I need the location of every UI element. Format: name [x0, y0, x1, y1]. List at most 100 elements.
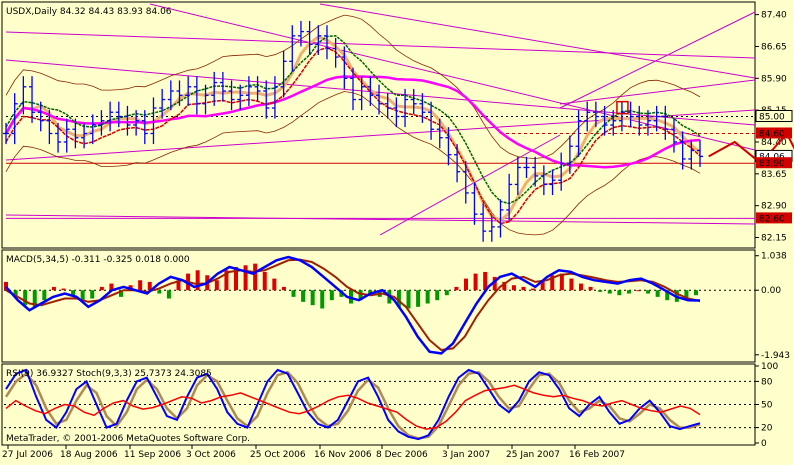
- price-y-tick-label: 82.90: [761, 202, 787, 212]
- ohlc-bar: [150, 97, 157, 145]
- macd-histogram-bar: [253, 263, 258, 291]
- ohlc-bar: [540, 165, 547, 196]
- macd-pane[interactable]: [1, 249, 756, 363]
- ohlc-bar: [20, 76, 27, 115]
- ohlc-bar: [341, 46, 348, 89]
- price-y-tick-label: 85.90: [761, 74, 787, 84]
- macd-histogram-bar: [23, 290, 28, 306]
- x-tick-label: 8 Dec 2006: [376, 450, 428, 460]
- x-tick-label: 11 Sep 2006: [124, 450, 181, 460]
- x-tick-label: 25 Oct 2006: [250, 450, 306, 460]
- price-y-tick-label: 84.40: [761, 138, 787, 148]
- ohlc-bar: [653, 105, 660, 132]
- macd-histogram-bar: [502, 281, 507, 291]
- macd-histogram-bar: [511, 285, 516, 291]
- macd-histogram-bar: [61, 288, 66, 291]
- ohlc-bar: [350, 67, 356, 111]
- price-pane-title: USDX,Daily 84.32 84.43 83.93 84.06: [6, 7, 172, 17]
- x-tick-label: 16 Nov 2006: [314, 450, 372, 460]
- macd-histogram-bar: [444, 290, 449, 296]
- ohlc-bar: [662, 105, 669, 140]
- stoch-main-line: [5, 368, 701, 441]
- macd-histogram-bar: [655, 290, 660, 297]
- ohlc-bar: [688, 139, 695, 170]
- macd-histogram-bar: [665, 290, 670, 301]
- macd-histogram-bar: [473, 273, 478, 291]
- macd-histogram-bar: [281, 286, 286, 291]
- ohlc-bar: [202, 84, 209, 115]
- envelope-upper: [5, 14, 701, 159]
- ohlc-bar: [402, 88, 409, 128]
- ohlc-bar: [601, 105, 608, 136]
- macd-y-tick-label: 0.00: [761, 286, 781, 296]
- ohlc-bar: [506, 173, 513, 221]
- macd-histogram-bar: [310, 290, 315, 306]
- macd-histogram-bar: [626, 290, 631, 294]
- oscillator-pane-title: RSI(9) 36.9327 Stoch(9,3,3) 25.7373 24.3…: [6, 369, 212, 379]
- level-label-box: [756, 157, 792, 169]
- ohlc-bar: [584, 101, 591, 132]
- macd-histogram-bar: [646, 290, 651, 294]
- macd-histogram-bar: [416, 290, 421, 307]
- x-tick-label: 27 Jul 2006: [2, 450, 53, 460]
- ohlc-bar: [176, 80, 183, 106]
- ohlc-bar: [610, 110, 617, 136]
- ohlc-bar: [115, 101, 122, 128]
- macd-histogram-bar: [550, 275, 555, 291]
- ohlc-bar: [636, 105, 643, 136]
- macd-histogram-bar: [569, 278, 574, 291]
- trend-line: [5, 214, 756, 225]
- ohlc-bar: [428, 101, 435, 140]
- macd-histogram-bar: [214, 280, 219, 291]
- macd-histogram-bar: [301, 290, 306, 302]
- ohlc-bar: [419, 93, 426, 123]
- level-label-box: [756, 127, 792, 139]
- ohlc-bar: [211, 71, 218, 106]
- macd-histogram-bar: [51, 286, 56, 291]
- ohlc-bar: [289, 25, 296, 72]
- ohlc-bar: [228, 80, 235, 111]
- ohlc-bar: [323, 25, 330, 60]
- ohlc-bar: [462, 161, 469, 204]
- ohlc-bar: [480, 203, 487, 242]
- macd-histogram-bar: [272, 278, 277, 291]
- macd-histogram-bar: [540, 280, 545, 291]
- ohlc-bar: [549, 169, 556, 196]
- macd-signal-line: [5, 258, 701, 352]
- ohlc-bar: [358, 76, 365, 111]
- ohlc-bar: [72, 118, 79, 149]
- ohlc-bar: [193, 76, 200, 115]
- macd-histogram-bar: [579, 283, 583, 291]
- macd-histogram-bar: [329, 290, 334, 301]
- ohlc-bar: [566, 135, 573, 174]
- x-tick-label: 18 Aug 2006: [60, 450, 118, 460]
- macd-histogram-bar: [464, 278, 468, 291]
- level-label: 83.90: [759, 159, 785, 169]
- level-label: 85.00: [759, 113, 785, 123]
- macd-y-tick-label: 1.038: [761, 252, 787, 262]
- ohlc-bar: [618, 101, 625, 132]
- macd-histogram-bar: [636, 290, 641, 292]
- macd-pane-title: MACD(5,34,5) -0.311 -0.325 0.018 0.000: [6, 255, 190, 265]
- macd-histogram-bar: [157, 290, 162, 294]
- price-y-tick-label: 87.40: [761, 11, 787, 21]
- ohlc-bar: [497, 199, 504, 238]
- ohlc-bar: [523, 156, 530, 179]
- ohlc-bar: [89, 114, 96, 145]
- ohlc-bar: [445, 127, 452, 166]
- ohlc-bar: [124, 105, 131, 136]
- macd-histogram-bar: [42, 290, 47, 301]
- macd-histogram-bar: [320, 290, 325, 309]
- macd-histogram-bar: [588, 286, 593, 291]
- macd-histogram-bar: [521, 286, 526, 291]
- macd-histogram-bar: [694, 290, 698, 296]
- ohlc-bar: [46, 110, 53, 145]
- macd-histogram-bar: [358, 290, 363, 301]
- macd-histogram-bar: [138, 280, 143, 291]
- ohlc-bar: [159, 88, 166, 119]
- x-tick-label: 3 Jan 2007: [442, 450, 490, 460]
- macd-histogram-bar: [559, 273, 564, 291]
- macd-histogram-bar: [243, 265, 248, 291]
